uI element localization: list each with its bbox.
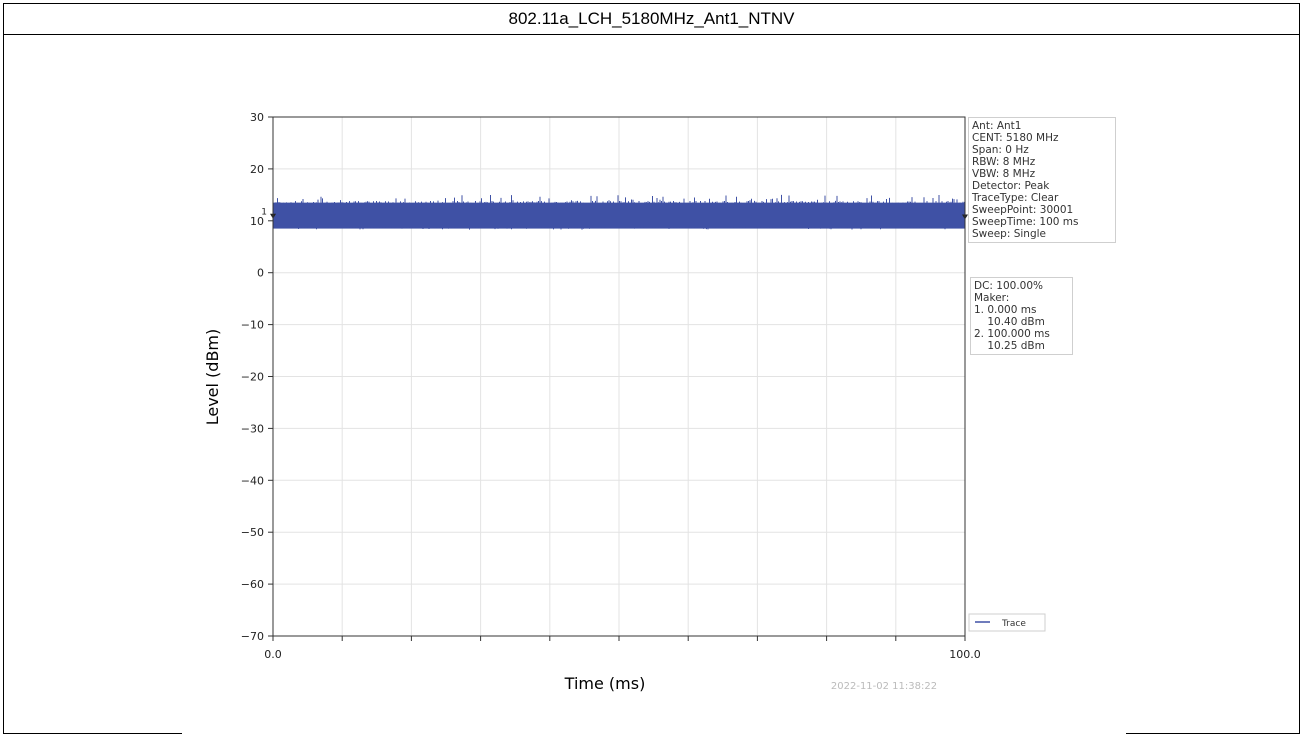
- settings-line: VBW: 8 MHz: [972, 168, 1036, 180]
- settings-line: Sweep: Single: [972, 228, 1046, 240]
- marker-box: DC: 100.00% Maker: 1. 0.000 ms 10.40 dBm 2.…: [970, 277, 1073, 355]
- y-tick-label: 30: [250, 111, 264, 124]
- y-tick-label: 0: [257, 267, 264, 280]
- x-tick-label: 100.0: [949, 648, 981, 661]
- x-tick-label: 0.0: [264, 648, 282, 661]
- y-tick-label: −70: [241, 630, 264, 643]
- plot-title: 802.11a_LCH_5180MHz_Ant1_NTNV: [4, 4, 1299, 35]
- settings-line: SweepPoint: 30001: [972, 204, 1074, 216]
- y-axis-label: Level (dBm): [203, 329, 222, 426]
- settings-line: Ant: Ant1: [972, 120, 1022, 132]
- y-tick-label: 20: [250, 163, 264, 176]
- y-tick-label: −60: [241, 578, 264, 591]
- legend-entry-trace: Trace: [1001, 619, 1026, 629]
- marker-line: DC: 100.00%: [974, 280, 1044, 292]
- settings-line: CENT: 5180 MHz: [972, 132, 1059, 144]
- plot-image: 30 20 10 0 −10 −20 −30 −40 −50 −60 −70 0.0 100.0 1 2…: [182, 72, 1126, 738]
- settings-line: Span: 0 Hz: [972, 144, 1029, 156]
- y-tick-label: −30: [241, 422, 264, 435]
- timestamp: 2022-11-02 11:38:22: [831, 681, 937, 692]
- y-tick-label: −50: [241, 526, 264, 539]
- axes-frame: [272, 116, 966, 637]
- settings-line: Detector: Peak: [972, 180, 1050, 192]
- marker-line: Maker:: [974, 292, 1010, 304]
- settings-line: RBW: 8 MHz: [972, 156, 1036, 168]
- y-tick-label: −20: [241, 371, 264, 384]
- x-axis-label: Time (ms): [564, 674, 646, 693]
- y-tick-label: 10: [250, 215, 264, 228]
- marker-line: 1. 0.000 ms: [974, 304, 1037, 316]
- legend: Trace: [968, 613, 1046, 632]
- y-tick-label: −10: [241, 319, 264, 332]
- settings-line: SweepTime: 100 ms: [972, 216, 1079, 228]
- settings-box: Ant: Ant1 CENT: 5180 MHz Span: 0 Hz RBW: 8 …: [968, 117, 1116, 243]
- marker-label: 1: [261, 208, 267, 218]
- marker-line: 10.25 dBm: [974, 340, 1045, 352]
- y-tick-label: −40: [241, 474, 264, 487]
- marker-line: 10.40 dBm: [974, 316, 1045, 328]
- marker-line: 2. 100.000 ms: [974, 328, 1050, 340]
- settings-line: TraceType: Clear: [972, 192, 1059, 204]
